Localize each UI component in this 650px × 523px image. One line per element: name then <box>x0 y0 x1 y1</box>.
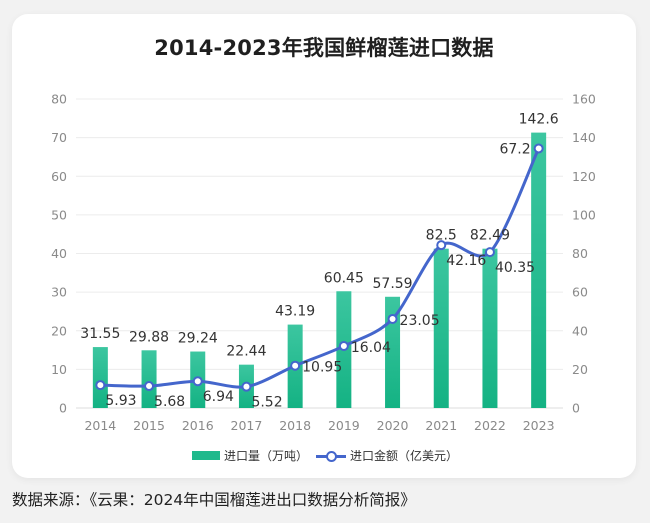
line-value-label: 40.35 <box>495 260 535 276</box>
legend-line-marker-icon <box>316 450 346 462</box>
line-value-label: 42.16 <box>446 253 486 269</box>
line-point <box>144 381 155 392</box>
data-source-note: 数据来源：《云果：2024年中国榴莲进出口数据分析简报》 <box>12 491 416 509</box>
line-point <box>387 313 398 324</box>
line-value-label: 5.52 <box>251 395 282 411</box>
bar <box>531 132 547 408</box>
legend-item-value[interactable]: 进口金额（亿美元） <box>316 447 458 464</box>
x-axis-tick-label: 2014 <box>84 418 116 433</box>
line-value-label: 16.04 <box>351 340 391 356</box>
right-axis-tick-label: 60 <box>572 285 588 300</box>
line-point <box>95 380 106 391</box>
line-value-label: 23.05 <box>400 313 440 329</box>
bar <box>385 296 401 408</box>
right-axis: 0 20 40 60 80 100 120 140 160 <box>572 92 596 416</box>
bar-value-label: 29.88 <box>129 329 169 345</box>
line-series <box>95 143 544 392</box>
line-point <box>290 360 301 371</box>
x-axis-tick-label: 2022 <box>474 418 506 433</box>
x-axis-tick-label: 2018 <box>279 418 311 433</box>
x-axis: 2014 2015 2016 2017 2018 2019 2020 2021 2022 2023 <box>84 418 554 433</box>
bar-value-label: 82.5 <box>426 228 457 244</box>
bar-value-label: 31.55 <box>80 326 120 342</box>
line-point <box>533 143 544 154</box>
gridlines <box>76 98 563 409</box>
bar-value-label: 43.19 <box>275 304 315 320</box>
bar-value-label: 60.45 <box>324 270 364 286</box>
bar-value-label: 142.6 <box>519 112 559 128</box>
legend-label-value: 进口金额（亿美元） <box>350 449 459 463</box>
right-axis-tick-label: 0 <box>572 401 580 416</box>
legend-item-volume[interactable]: 进口量（万吨） <box>191 447 308 464</box>
line-point <box>241 381 252 392</box>
bar <box>141 350 157 408</box>
bar <box>433 248 449 408</box>
left-axis-tick-label: 20 <box>51 323 67 338</box>
x-axis-tick-label: 2019 <box>328 418 360 433</box>
x-axis-tick-label: 2021 <box>425 418 457 433</box>
x-axis-tick-label: 2015 <box>133 418 165 433</box>
left-axis-tick-label: 60 <box>51 169 67 184</box>
right-axis-tick-label: 100 <box>572 207 596 222</box>
x-axis-tick-label: 2020 <box>377 418 409 433</box>
legend-bar-swatch-icon <box>191 451 220 460</box>
line-value-label: 5.93 <box>105 393 136 409</box>
line-point <box>484 247 495 258</box>
data-labels: 31.55 29.88 29.24 22.44 43.19 60.45 57.59 82.5 8… <box>80 112 558 411</box>
bar <box>482 248 498 408</box>
bar-value-label: 22.44 <box>226 344 266 360</box>
left-axis-tick-label: 0 <box>59 401 67 416</box>
left-axis-tick-label: 70 <box>51 130 67 145</box>
right-axis-tick-label: 40 <box>572 323 588 338</box>
x-axis-tick-label: 2016 <box>182 418 214 433</box>
right-axis-tick-label: 160 <box>572 92 596 107</box>
bar <box>92 347 108 408</box>
line-point <box>338 341 349 352</box>
chart-legend: 进口量（万吨） 进口金额（亿美元） <box>0 447 650 464</box>
left-axis-tick-label: 40 <box>51 246 67 261</box>
right-axis-tick-label: 140 <box>572 130 596 145</box>
left-axis-tick-label: 80 <box>51 92 67 107</box>
bar-value-label: 82.49 <box>470 228 510 244</box>
line-value-label: 67.2 <box>499 141 530 157</box>
line-value-label: 6.94 <box>203 389 234 405</box>
left-axis: 0 10 20 30 40 50 60 70 80 <box>51 92 67 416</box>
line-value-label: 10.95 <box>302 360 342 376</box>
right-axis-tick-label: 120 <box>572 169 596 184</box>
left-axis-tick-label: 10 <box>51 362 67 377</box>
bar-value-label: 29.24 <box>178 331 218 347</box>
x-axis-tick-label: 2023 <box>523 418 555 433</box>
right-axis-tick-label: 80 <box>572 246 588 261</box>
x-axis-tick-label: 2017 <box>231 418 263 433</box>
line-path <box>100 147 541 389</box>
line-point <box>436 240 447 251</box>
chart-title: 2014-2023年我国鲜榴莲进口数据 <box>154 36 494 60</box>
bar-value-label: 57.59 <box>373 276 413 292</box>
left-axis-tick-label: 50 <box>51 207 67 222</box>
right-axis-tick-label: 20 <box>572 362 588 377</box>
line-value-label: 5.68 <box>154 394 185 410</box>
legend-label-volume: 进口量（万吨） <box>223 449 308 463</box>
left-axis-tick-label: 30 <box>51 285 67 300</box>
line-point <box>192 376 203 387</box>
